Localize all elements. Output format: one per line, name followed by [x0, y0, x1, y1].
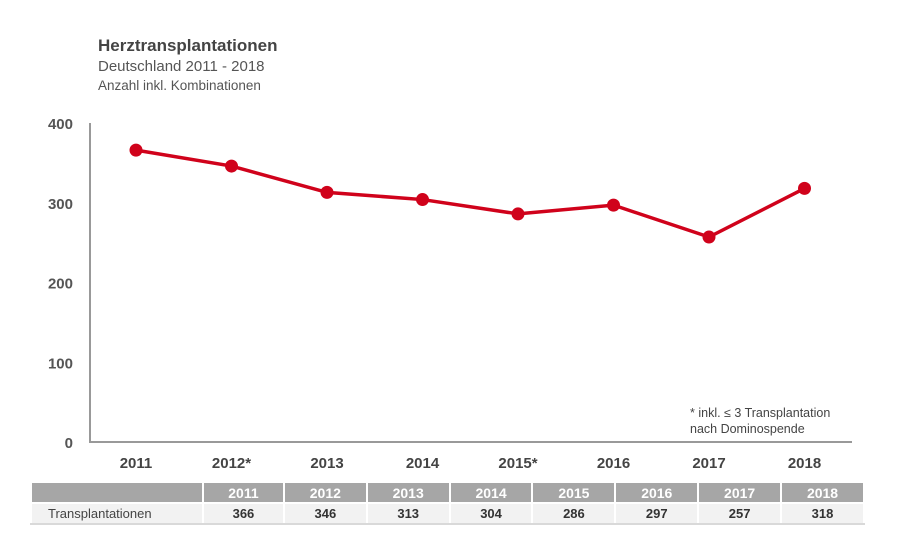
value-cell: 366 [202, 502, 285, 525]
value-cell: 313 [365, 502, 451, 525]
table-header-row: 2011 2012 2013 2014 2015 2016 2017 2018 [30, 481, 865, 504]
y-tick-label: 0 [65, 435, 73, 452]
y-tick-label: 100 [48, 355, 73, 372]
value-cell: 304 [448, 502, 534, 525]
x-tick-label: 2014 [406, 455, 440, 472]
series-line [135, 148, 806, 239]
header-cell: 2017 [697, 481, 783, 504]
x-tick-label: 2013 [310, 455, 343, 472]
x-tick-label: 2018 [788, 455, 821, 472]
line-chart: 0 100 200 300 400 2011 2012* 2013 2014 2015* 2016 2… [48, 116, 852, 472]
x-tick-label: 2017 [692, 455, 725, 472]
header-empty-cell [30, 481, 204, 504]
footnote-line-1: * inkl. ≤ 3 Transplantation [690, 406, 831, 420]
y-tick-label: 200 [48, 276, 73, 293]
header-cell: 2013 [365, 481, 451, 504]
header-cell: 2018 [780, 481, 865, 504]
value-cell: 286 [531, 502, 617, 525]
footnote: * inkl. ≤ 3 Transplantation nach Dominos… [690, 405, 830, 437]
header-cell: 2016 [614, 481, 700, 504]
header-cell: 2012 [282, 481, 368, 504]
chart-title: Herztransplantationen [98, 36, 278, 55]
x-tick-label: 2016 [597, 455, 630, 472]
table-row: Transplantationen 366 346 313 304 286 297 257 31… [30, 502, 865, 525]
x-tick-label: 2012* [212, 455, 251, 472]
value-cell: 257 [697, 502, 783, 525]
header-cell: 2014 [448, 481, 534, 504]
data-point [798, 181, 811, 195]
row-label: Transplantationen [30, 502, 204, 525]
value-cell: 318 [780, 502, 865, 525]
x-tick-label: 2011 [120, 455, 153, 472]
chart-subtitle: Deutschland 2011 - 2018 [98, 58, 265, 75]
data-point [225, 159, 238, 173]
header-cell: 2011 [202, 481, 285, 504]
data-table: 2011 2012 2013 2014 2015 2016 2017 2018 Transpl… [30, 481, 865, 525]
data-point [320, 185, 334, 199]
chart-subtitle-2: Anzahl inkl. Kombinationen [98, 78, 261, 93]
value-cell: 297 [614, 502, 700, 525]
value-cell: 346 [282, 502, 368, 525]
y-tick-label: 400 [48, 116, 73, 133]
data-point [416, 193, 429, 207]
header-cell: 2015 [531, 481, 617, 504]
data-point [702, 230, 716, 244]
data-point [607, 198, 620, 212]
footnote-line-2: nach Dominospende [690, 422, 805, 436]
data-point [129, 143, 143, 157]
data-point [511, 207, 525, 221]
x-tick-label: 2015* [498, 455, 537, 472]
y-tick-label: 300 [48, 196, 73, 213]
